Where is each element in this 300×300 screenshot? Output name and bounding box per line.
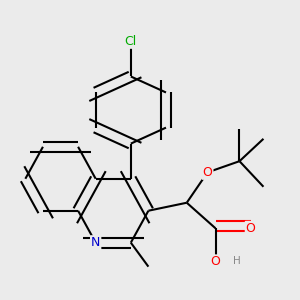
Text: H: H [233, 256, 241, 266]
Text: O: O [202, 166, 212, 179]
Text: Cl: Cl [125, 35, 137, 48]
Text: N: N [91, 236, 100, 249]
Text: O: O [211, 255, 220, 268]
Text: O: O [246, 222, 256, 235]
